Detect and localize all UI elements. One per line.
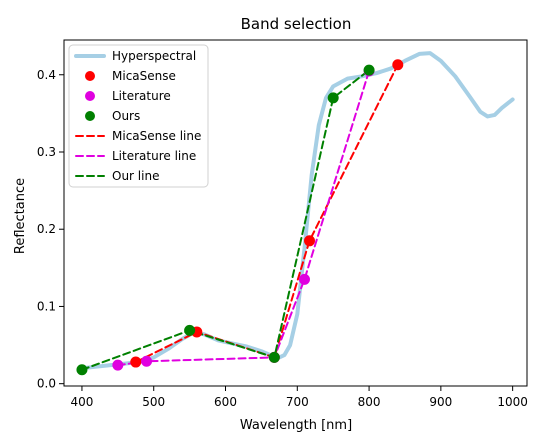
legend-label-micasense: MicaSense (112, 69, 176, 83)
series-point-ours (363, 64, 375, 76)
series-point-micasense (304, 235, 315, 247)
y-tick-label: 0.1 (37, 299, 56, 313)
series-point-ours (76, 364, 88, 376)
x-tick-label: 800 (358, 395, 381, 409)
y-tick-label: 0.0 (37, 377, 56, 391)
x-tick-label: 700 (286, 395, 309, 409)
plot-frame (63, 39, 528, 387)
plot-markers (76, 59, 404, 376)
series-point-micasense (392, 59, 404, 71)
x-tick-label: 900 (429, 395, 452, 409)
series-point-ours (327, 92, 339, 104)
series-line-hyperspectral (79, 51, 515, 371)
legend-marker-micasense (85, 71, 95, 81)
x-axis-label: Wavelength [nm] (240, 418, 352, 433)
legend-box (68, 44, 209, 188)
series-point-literature (298, 273, 310, 285)
legend: Hyperspectral MicaSense Literature Ours Mica… (68, 44, 209, 188)
series-point-ours (268, 351, 280, 363)
y-tick-label: 0.4 (37, 68, 56, 82)
legend-marker-ours (85, 111, 95, 121)
x-tick-label: 400 (70, 395, 93, 409)
series-point-ours (184, 324, 196, 336)
series-point-micasense (130, 356, 142, 368)
y-tick-label: 0.3 (37, 145, 56, 159)
y-axis-ticks: 0.0 0.1 0.2 0.3 0.4 (37, 68, 64, 391)
legend-label-literature-line: Literature line (112, 149, 196, 163)
x-tick-label: 1000 (497, 395, 528, 409)
x-tick-label: 500 (142, 395, 165, 409)
legend-marker-literature (85, 91, 95, 101)
legend-label-literature: Literature (112, 89, 171, 103)
y-axis-label: Reflectance (13, 178, 28, 254)
legend-label-ours: Ours (112, 109, 140, 123)
legend-label-micasense-line: MicaSense line (112, 129, 201, 143)
legend-label-hyperspectral: Hyperspectral (112, 49, 196, 63)
y-tick-label: 0.2 (37, 222, 56, 236)
legend-label-our-line: Our line (112, 169, 159, 183)
series-point-literature (141, 355, 153, 367)
chart-title: Band selection (241, 15, 352, 33)
x-axis-ticks: 400 500 600 700 800 900 1000 (70, 386, 528, 409)
series-point-literature (112, 359, 124, 371)
x-tick-label: 600 (214, 395, 237, 409)
